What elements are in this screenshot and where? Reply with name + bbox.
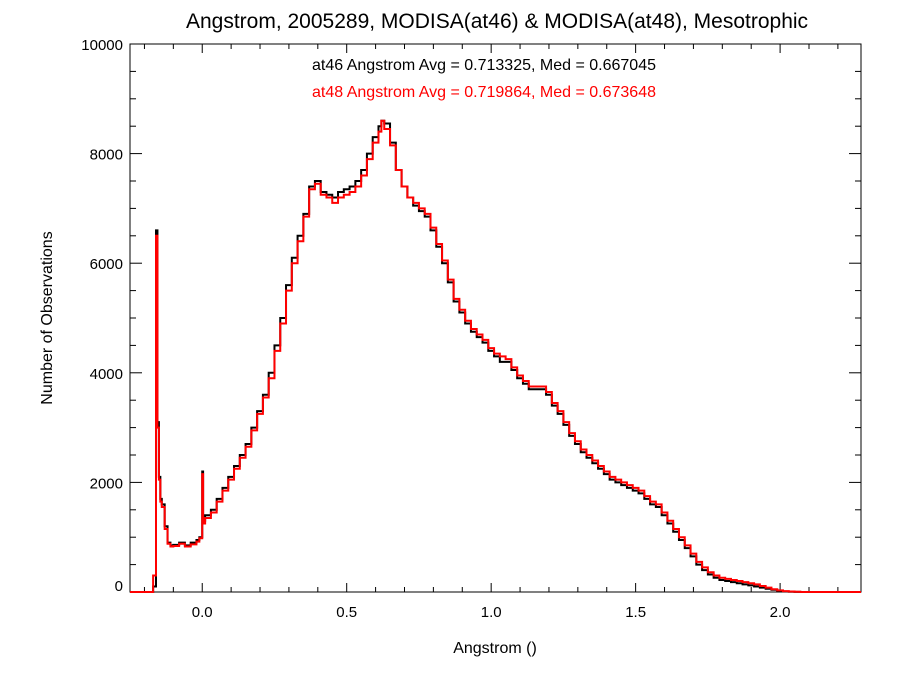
- x-tick-label: 2.0: [770, 604, 791, 621]
- plot-frame: [129, 43, 862, 593]
- x-tick-label: 1.5: [625, 604, 646, 621]
- x-tick-label: 0.0: [192, 604, 213, 621]
- series-layer: [130, 119, 861, 593]
- x-axis-label: Angstrom (): [453, 640, 537, 657]
- y-tick-label: 0: [115, 578, 123, 595]
- y-tick-label: 10000: [81, 37, 123, 54]
- x-tick-label: 0.5: [336, 604, 357, 621]
- y-axis: 0 2000 4000 6000 8000 10000: [81, 37, 861, 595]
- y-tick-label: 2000: [90, 475, 123, 492]
- series-at46-line: [130, 119, 861, 593]
- y-tick-label: 6000: [90, 256, 123, 273]
- annotation-at46: at46 Angstrom Avg = 0.713325, Med = 0.66…: [312, 57, 656, 74]
- x-axis: 0.0 0.5 1.0 1.5 2.0: [143, 44, 839, 621]
- series-at48-line: [130, 119, 861, 593]
- chart-title: Angstrom, 2005289, MODISA(at46) & MODISA…: [186, 10, 808, 33]
- annotation-at48: at48 Angstrom Avg = 0.719864, Med = 0.67…: [312, 84, 656, 101]
- y-tick-label: 4000: [90, 366, 123, 383]
- y-axis-label: Number of Observations: [39, 231, 56, 404]
- y-tick-label: 8000: [90, 147, 123, 164]
- x-tick-label: 1.0: [481, 604, 502, 621]
